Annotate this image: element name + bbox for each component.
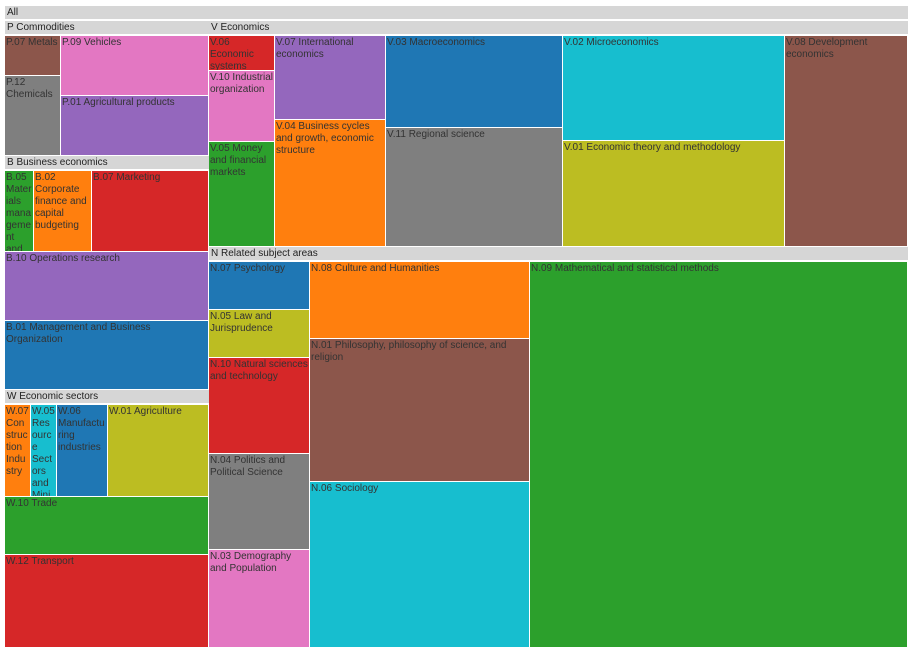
treemap-cell-w-06-manufacturing-industries[interactable]: W.06 Manufacturing industries bbox=[57, 405, 108, 497]
treemap-cell-b-10-operations-research[interactable]: B.10 Operations research bbox=[5, 252, 209, 321]
treemap-cell-v-11-regional-science[interactable]: V.11 Regional science bbox=[386, 128, 563, 247]
group-header-p-commodities[interactable]: P Commodities bbox=[5, 21, 209, 35]
treemap-root-header[interactable]: All bbox=[5, 6, 908, 20]
treemap-cell-n-05-law-and-jurisprudence[interactable]: N.05 Law and Jurisprudence bbox=[209, 310, 310, 358]
treemap-cell-v-07-international-economics[interactable]: V.07 International economics bbox=[275, 36, 386, 120]
treemap-cell-p-01-agricultural-products[interactable]: P.01 Agricultural products bbox=[61, 96, 209, 156]
group-header-v-economics[interactable]: V Economics bbox=[209, 21, 908, 35]
treemap-cell-p-07-metals[interactable]: P.07 Metals bbox=[5, 36, 61, 76]
treemap-cell-v-05-money-and-financial-markets[interactable]: V.05 Money and financial markets bbox=[209, 142, 275, 247]
group-header-b-business-economics[interactable]: B Business economics bbox=[5, 156, 209, 170]
treemap-cell-n-10-natural-sciences-and-technology[interactable]: N.10 Natural sciences and technology bbox=[209, 358, 310, 454]
treemap-cell-n-08-culture-and-humanities[interactable]: N.08 Culture and Humanities bbox=[310, 262, 530, 339]
treemap-cell-w-12-transport[interactable]: W.12 Transport bbox=[5, 555, 209, 648]
treemap-cell-b-01-management-and-business-organization[interactable]: B.01 Management and Business Organizatio… bbox=[5, 321, 209, 390]
treemap-cell-w-01-agriculture[interactable]: W.01 Agriculture bbox=[108, 405, 209, 497]
treemap-cell-w-05-resource-sectors-and-mining[interactable]: W.05 Resource Sectors and Mining bbox=[31, 405, 57, 497]
treemap-cell-p-09-vehicles[interactable]: P.09 Vehicles bbox=[61, 36, 209, 96]
treemap-cell-n-03-demography-and-population[interactable]: N.03 Demography and Population bbox=[209, 550, 310, 648]
treemap-cell-v-10-industrial-organization[interactable]: V.10 Industrial organization bbox=[209, 71, 275, 142]
treemap-cell-n-09-mathematical-and-statistical-methods[interactable]: N.09 Mathematical and statistical method… bbox=[530, 262, 908, 648]
group-header-w-economic-sectors[interactable]: W Economic sectors bbox=[5, 390, 209, 404]
treemap-cell-v-01-economic-theory-and-methodology[interactable]: V.01 Economic theory and methodology bbox=[563, 141, 785, 247]
treemap-cell-n-07-psychology[interactable]: N.07 Psychology bbox=[209, 262, 310, 310]
treemap-cell-v-03-macroeconomics[interactable]: V.03 Macroeconomics bbox=[386, 36, 563, 128]
treemap-cell-w-10-trade[interactable]: W.10 Trade bbox=[5, 497, 209, 555]
treemap-cell-v-04-business-cycles-and-growth-economic-structure[interactable]: V.04 Business cycles and growth, economi… bbox=[275, 120, 386, 247]
treemap-cell-b-02-corporate-finance-and-capital-budgeting[interactable]: B.02 Corporate finance and capital budge… bbox=[34, 171, 92, 252]
treemap-cell-n-04-politics-and-political-science[interactable]: N.04 Politics and Political Science bbox=[209, 454, 310, 550]
treemap-cell-v-08-development-economics[interactable]: V.08 Development economics bbox=[785, 36, 908, 247]
treemap-cell-n-06-sociology[interactable]: N.06 Sociology bbox=[310, 482, 530, 648]
treemap-cell-v-06-economic-systems[interactable]: V.06 Economic systems bbox=[209, 36, 275, 71]
treemap-cell-b-05-materials-management-and-logistics[interactable]: B.05 Materials management and logistics bbox=[5, 171, 34, 252]
treemap-cell-b-07-marketing[interactable]: B.07 Marketing bbox=[92, 171, 209, 252]
treemap-cell-p-12-chemicals[interactable]: P.12 Chemicals bbox=[5, 76, 61, 156]
treemap-cell-v-02-microeconomics[interactable]: V.02 Microeconomics bbox=[563, 36, 785, 141]
group-header-n-related-subject-areas[interactable]: N Related subject areas bbox=[209, 247, 908, 261]
treemap-cell-n-01-philosophy-philosophy-of-science-and-religion[interactable]: N.01 Philosophy, philosophy of science, … bbox=[310, 339, 530, 482]
treemap-cell-w-07-construction-industry[interactable]: W.07 Construction Industry bbox=[5, 405, 31, 497]
